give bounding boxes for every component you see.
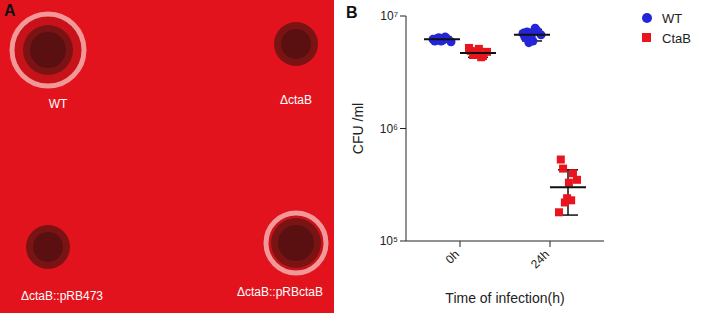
svg-text:A: A bbox=[4, 2, 16, 19]
svg-text:CFU /ml: CFU /ml bbox=[350, 103, 366, 154]
svg-text:10⁶: 10⁶ bbox=[380, 122, 398, 136]
svg-text:ΔctaB::pRB473: ΔctaB::pRB473 bbox=[21, 289, 103, 303]
svg-text:24h: 24h bbox=[528, 247, 552, 271]
svg-text:10⁵: 10⁵ bbox=[380, 234, 398, 248]
svg-text:0h: 0h bbox=[443, 247, 462, 266]
svg-text:Time of infection(h): Time of infection(h) bbox=[445, 290, 564, 306]
svg-text:ΔctaB: ΔctaB bbox=[280, 93, 312, 107]
html-text:CtaB: CtaB bbox=[662, 30, 691, 46]
html-text:B: B bbox=[346, 4, 358, 21]
html-text:WT: WT bbox=[662, 10, 683, 26]
svg-text:10⁷: 10⁷ bbox=[380, 9, 398, 23]
svg-text:ΔctaB::pRBctaB: ΔctaB::pRBctaB bbox=[237, 285, 323, 299]
svg-text:WT: WT bbox=[49, 97, 68, 111]
